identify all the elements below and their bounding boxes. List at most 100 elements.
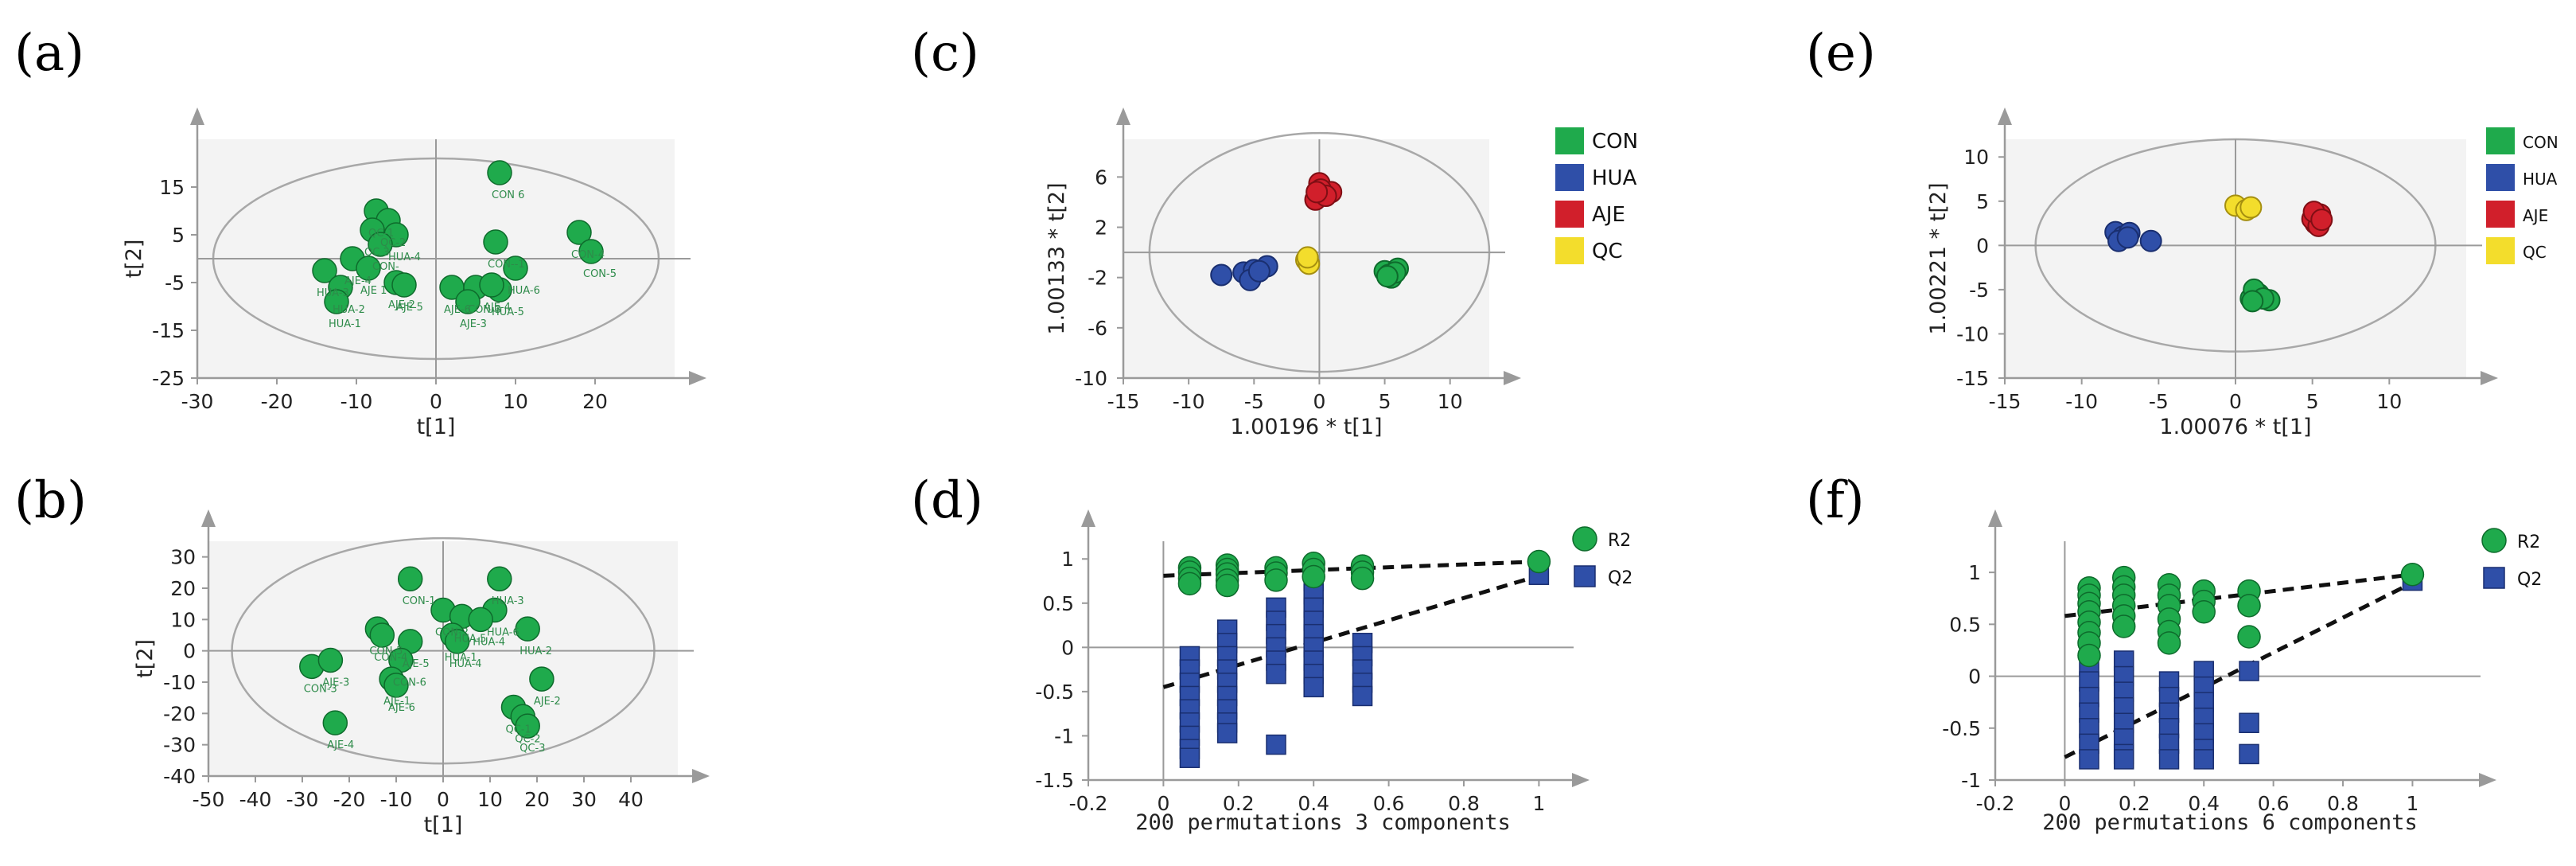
point-label: QC-1 <box>506 724 531 735</box>
y-tick-label: -15 <box>1956 367 1989 390</box>
legend-swatch-aje <box>1555 201 1584 228</box>
data-point-hua <box>1210 263 1233 287</box>
x-tick-label: 20 <box>582 390 608 413</box>
point-label: AJE-4 <box>327 739 354 751</box>
legend-label-q2: Q2 <box>1608 568 1632 588</box>
r2-point <box>1527 549 1551 574</box>
q2-point <box>2239 743 2259 765</box>
y-tick-label: 2 <box>1095 216 1107 240</box>
legend-swatch-hua <box>1555 164 1584 191</box>
y-tick-label: 0.5 <box>1042 592 1074 615</box>
q2-point <box>1352 685 1373 707</box>
y-axis-arrow <box>1988 509 2002 527</box>
point-label: CON-6 <box>393 677 426 689</box>
data-point <box>322 710 348 735</box>
data-point-qc <box>1296 246 1319 269</box>
point-label: HUA-4 <box>473 636 505 648</box>
y-tick-label: -5 <box>1969 279 1989 302</box>
data-point-aje <box>2310 209 2333 232</box>
x-axis-arrow <box>1572 773 1590 787</box>
point-label: QC 3 <box>364 247 390 259</box>
r2-point <box>2237 594 2261 618</box>
point-label: QC-1 <box>368 228 394 240</box>
x-tick-label: -20 <box>333 788 366 811</box>
panel-letter-b: (b) <box>14 471 87 530</box>
x-tick-label: -10 <box>1173 390 1205 413</box>
chart-a: -30 -20 -10 0 10 20 -25 -15 -5 5 15 t[1] t[2] QC-1QC-… <box>122 107 706 439</box>
data-point <box>483 229 508 255</box>
x-axis-label: 200 permutations 3 components <box>1135 810 1510 835</box>
legend-label-hua: HUA <box>2523 170 2558 189</box>
y-tick-label: -30 <box>163 734 196 757</box>
x-tick-label: 0.4 <box>2188 792 2220 815</box>
q2-point <box>1179 747 1200 768</box>
legend-swatch-r2 <box>1572 526 1597 552</box>
point-label: HUA-1 <box>329 318 361 330</box>
y-tick-label: 10 <box>1963 146 1989 169</box>
x-tick-label: -0.2 <box>1069 792 1108 815</box>
y-tick-label: -0.5 <box>1942 717 1981 740</box>
y-tick-label: 1 <box>1968 561 1981 584</box>
chart-e: -15 -10 -5 0 5 10 -15 -10 -5 0 5 10 1.00076 * t[1] 1.… <box>1926 107 2558 439</box>
data-point <box>391 272 417 298</box>
data-point <box>369 622 395 648</box>
point-label: CON-2 <box>435 627 469 639</box>
legend-swatch-hua <box>2486 164 2515 191</box>
point-label: AJE 1 <box>360 285 387 297</box>
y-axis-arrow <box>1116 107 1130 125</box>
x-tick-label: -5 <box>2149 390 2169 413</box>
chart-d: -0.2 0 0.2 0.4 0.6 0.8 1 -1.5 -1 -0.5 0 0.5 1 200 per… <box>1035 509 1632 835</box>
x-tick-label: -15 <box>1989 390 2021 413</box>
x-tick-label: 10 <box>1438 390 1463 413</box>
x-tick-label: 0 <box>430 390 442 413</box>
data-point <box>455 289 481 314</box>
data-point <box>324 289 349 314</box>
point-label: AJE-5 <box>396 302 423 314</box>
point-label: CON--1 <box>488 259 525 271</box>
legend-swatch-q2 <box>1574 565 1596 587</box>
x-tick-label: 0.4 <box>1298 792 1329 815</box>
y-tick-label: -1 <box>1054 724 1074 747</box>
data-point <box>383 673 409 698</box>
y-tick-label: -10 <box>1956 322 1989 345</box>
y-tick-label: -6 <box>1088 317 1107 340</box>
legend-d: R2 Q2 <box>1572 526 1632 588</box>
r2-point <box>2237 625 2261 649</box>
x-tick-label: -5 <box>1244 390 1264 413</box>
y-tick-label: 0.5 <box>1949 613 1981 636</box>
x-tick-label: 10 <box>2376 390 2402 413</box>
point-label: AJE-1 <box>383 696 411 708</box>
data-point <box>515 713 540 739</box>
point-label: AJE-3 <box>322 677 349 689</box>
panel-letter-e: (e) <box>1806 24 1876 83</box>
y-tick-label: -15 <box>152 319 185 342</box>
panel-letter-d: (d) <box>911 471 983 530</box>
q2-point <box>2239 661 2259 681</box>
x-axis-label: 1.00196 * t[1] <box>1230 415 1382 439</box>
r2-point <box>2400 562 2425 587</box>
y-tick-label: 0 <box>1976 234 1989 257</box>
point-label: AJE-2 <box>534 696 561 708</box>
point-label: HUA-6 <box>508 285 540 297</box>
data-point <box>312 258 337 283</box>
y-tick-label: 5 <box>1976 190 1989 213</box>
q2-point <box>1266 663 1286 685</box>
point-label: HUA-5 <box>454 633 487 645</box>
x-tick-label: 30 <box>571 788 597 811</box>
r2-point <box>1215 573 1239 598</box>
panel-letter-c: (c) <box>911 24 979 83</box>
legend-label-q2: Q2 <box>2517 570 2542 590</box>
point-label: CON-3 <box>304 683 337 695</box>
point-label: CON-5 <box>583 268 617 280</box>
data-point <box>397 566 423 591</box>
point-label: AJE-6 <box>444 304 471 316</box>
y-axis-arrow <box>1081 509 1095 527</box>
data-point <box>487 566 512 591</box>
data-point <box>566 220 592 245</box>
q2-point <box>2079 749 2099 770</box>
legend-swatch-qc <box>2486 237 2515 264</box>
x-tick-label: -40 <box>239 788 272 811</box>
x-tick-label: -30 <box>286 788 319 811</box>
